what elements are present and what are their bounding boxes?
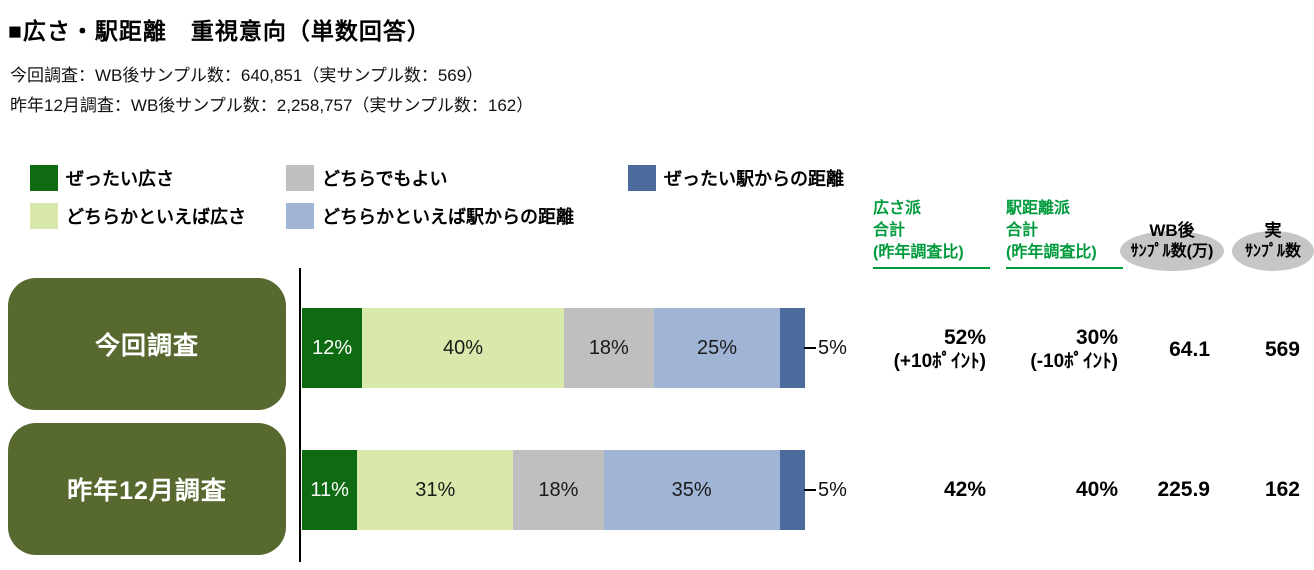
- bar-segment: 31%: [357, 450, 514, 530]
- segment-value-label: 35%: [671, 478, 712, 501]
- category-axis-line: [299, 268, 301, 562]
- segment-value-label: 40%: [442, 336, 483, 359]
- legend-item-dochiraka-hirosa: どちらかといえば広さ: [30, 203, 246, 229]
- value-hirosa-total-previous: 42%: [856, 478, 986, 502]
- header-line: WB後: [1149, 221, 1195, 240]
- segment-value-label: 25%: [696, 336, 737, 359]
- legend-swatch-zettai-hirosa: [30, 165, 58, 191]
- sample-value: 225.9: [1157, 478, 1210, 501]
- sample-value: 64.1: [1169, 338, 1210, 361]
- column-header-hirosa-total: 広さ派 合計 (昨年調査比): [873, 198, 990, 269]
- callout-value: 5%: [818, 478, 847, 501]
- row-label-current-survey: 今回調査: [8, 278, 286, 410]
- header-line: 広さ派: [873, 200, 922, 217]
- column-header-real-sample: 実 ｻﾝﾌﾟﾙ数: [1231, 220, 1314, 263]
- page-title: ■広さ・駅距離 重視意向（単数回答）: [8, 18, 431, 44]
- legend-item-dochirademoyoi: どちらでもよい: [286, 165, 447, 191]
- bar-segment: 12%: [302, 308, 363, 388]
- value-real-sample-current: 569: [1212, 338, 1300, 362]
- column-header-wb-sample: WB後 ｻﾝﾌﾟﾙ数(万): [1116, 220, 1228, 263]
- legend-swatch-zettai-eki: [628, 165, 656, 191]
- value-hirosa-total-current: 52% (+10ﾎﾟｲﾝﾄ): [856, 326, 986, 374]
- legend-label: ぜったい駅からの距離: [664, 169, 844, 189]
- value-wb-sample-previous: 225.9: [1120, 478, 1210, 502]
- legend-label: どちらかといえば駅からの距離: [322, 207, 574, 227]
- callout-value: 5%: [818, 336, 847, 359]
- sample-value: 162: [1264, 478, 1300, 501]
- note-previous-survey: 昨年12月調査：WB後サンプル数：2,258,757（実サンプル数：162）: [10, 96, 534, 115]
- header-line: 合計: [1006, 222, 1039, 239]
- segment-value-label: 31%: [415, 478, 456, 501]
- callout-leader-line: [804, 489, 816, 491]
- bar-segment: 35%: [603, 450, 780, 530]
- callout-zettai-eki-current: 5%: [804, 335, 847, 361]
- legend-item-zettai-eki: ぜったい駅からの距離: [628, 165, 844, 191]
- total-value: 40%: [1075, 478, 1118, 501]
- stacked-bar-current-survey: 12% 40% 18% 25%: [302, 308, 806, 388]
- value-ekikyori-total-current: 30% (-10ﾎﾟｲﾝﾄ): [988, 326, 1118, 374]
- bar-segment: 11%: [302, 450, 358, 530]
- header-line: (昨年調査比): [873, 244, 964, 261]
- segment-value-label: 11%: [310, 478, 349, 501]
- total-value: 30%: [1075, 326, 1118, 349]
- bar-segment: 25%: [654, 308, 780, 388]
- legend-swatch-dochirademoyoi: [286, 165, 314, 191]
- value-ekikyori-total-previous: 40%: [988, 478, 1118, 502]
- bar-segment: 18%: [513, 450, 604, 530]
- note-current-survey: 今回調査：WB後サンプル数：640,851（実サンプル数：569）: [10, 66, 484, 85]
- bar-segment: [779, 450, 805, 530]
- header-ellipse-jitsu: [1232, 231, 1314, 271]
- header-line: 駅距離派: [1006, 200, 1071, 217]
- header-line: 実: [1264, 221, 1282, 240]
- legend-swatch-dochiraka-hirosa: [30, 203, 58, 229]
- row-label-previous-survey: 昨年12月調査: [8, 423, 286, 555]
- value-real-sample-previous: 162: [1212, 478, 1300, 502]
- total-value: 52%: [943, 326, 986, 349]
- legend-swatch-dochiraka-eki: [286, 203, 314, 229]
- legend-label: どちらでもよい: [322, 169, 448, 189]
- column-header-ekikyori-total: 駅距離派 合計 (昨年調査比): [1006, 198, 1123, 269]
- bar-segment: [779, 308, 806, 388]
- legend-label: ぜったい広さ: [66, 169, 174, 189]
- total-diff: (-10ﾎﾟｲﾝﾄ): [1030, 351, 1118, 372]
- header-ellipse-wb: [1120, 231, 1224, 271]
- stacked-bar-previous-survey: 11% 31% 18% 35%: [302, 450, 805, 530]
- segment-value-label: 12%: [312, 336, 353, 359]
- bar-segment: 40%: [362, 308, 564, 388]
- segment-value-label: 18%: [588, 336, 629, 359]
- sample-value: 569: [1264, 338, 1300, 361]
- value-wb-sample-current: 64.1: [1120, 338, 1210, 362]
- total-value: 42%: [943, 478, 986, 501]
- segment-value-label: 18%: [538, 478, 579, 501]
- header-line: 合計: [873, 222, 906, 239]
- header-line: ｻﾝﾌﾟﾙ数: [1244, 243, 1301, 260]
- total-diff: (+10ﾎﾟｲﾝﾄ): [893, 351, 986, 372]
- callout-leader-line: [804, 347, 816, 349]
- callout-zettai-eki-previous: 5%: [804, 477, 847, 503]
- header-line: (昨年調査比): [1006, 244, 1097, 261]
- bar-segment: 18%: [563, 308, 655, 388]
- header-line: ｻﾝﾌﾟﾙ数(万): [1130, 243, 1214, 260]
- legend-item-dochiraka-eki: どちらかといえば駅からの距離: [286, 203, 574, 229]
- legend-label: どちらかといえば広さ: [66, 207, 246, 227]
- legend-item-zettai-hirosa: ぜったい広さ: [30, 165, 174, 191]
